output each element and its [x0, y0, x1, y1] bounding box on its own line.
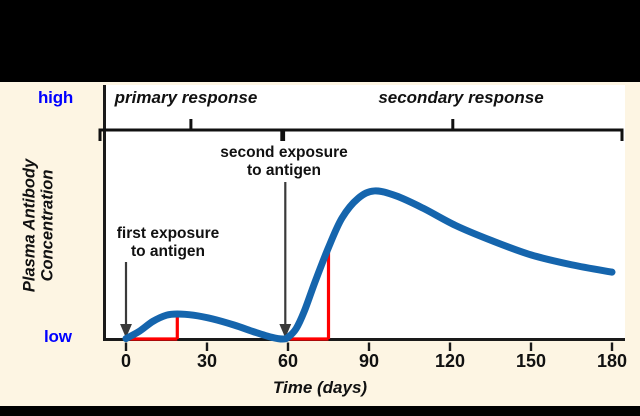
x-tick-label-180: 180	[596, 351, 628, 371]
bracket-label-primary-response: primary response	[114, 88, 258, 107]
x-axis-title: Time (days)	[272, 378, 368, 397]
annotation-first-exposure: first exposure to antigen	[88, 225, 248, 260]
x-tick-label-90: 90	[358, 351, 380, 371]
x-tick-label-150: 150	[515, 351, 547, 371]
x-axis-ticks	[124, 342, 614, 351]
x-tick-label-30: 30	[196, 351, 218, 371]
response-brackets	[98, 119, 624, 141]
annotation-first-exposure-line1: first exposure	[116, 225, 220, 242]
red-marker-primary	[126, 313, 179, 341]
annotation-second-exposure-line2: to antigen	[246, 161, 322, 179]
y-axis-high-label: high	[38, 88, 74, 107]
bracket-secondary-response	[282, 119, 624, 141]
bracket-primary-response	[98, 119, 284, 141]
letterbox-bottom	[0, 406, 640, 416]
x-tick-label-0: 0	[120, 351, 131, 371]
x-tick-label-60: 60	[277, 351, 299, 371]
x-tick-label-120: 120	[434, 351, 466, 371]
y-axis-low-label: low	[44, 327, 72, 346]
bracket-label-secondary-response: secondary response	[378, 88, 544, 107]
annotation-second-exposure-line1: second exposure	[220, 144, 348, 161]
annotation-second-exposure: second exposure to antigen	[184, 144, 384, 179]
annotation-first-exposure-line2: to antigen	[130, 242, 206, 260]
antibody-concentration-curve	[122, 187, 616, 343]
exposure-arrows	[120, 182, 292, 339]
chart-canvas: high low Plasma Antibody Concentration p…	[0, 82, 640, 406]
chart-vector-layer	[98, 119, 624, 351]
letterbox-top	[0, 0, 640, 82]
